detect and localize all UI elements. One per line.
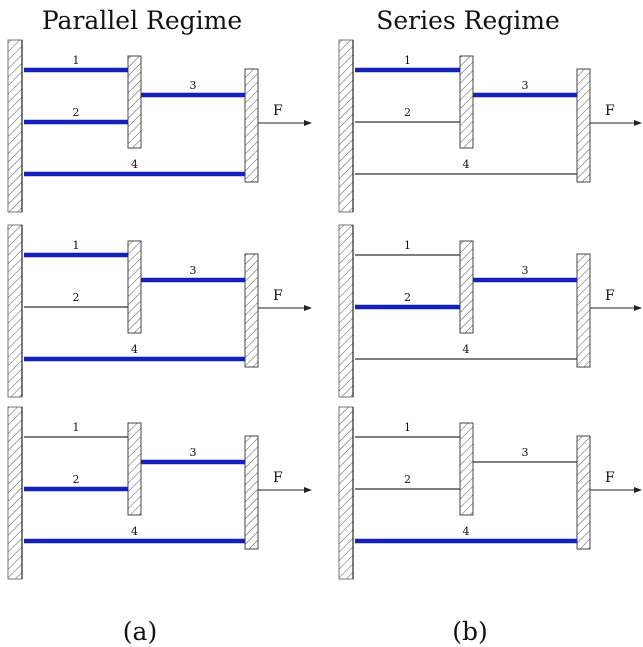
force-arrow-head (634, 305, 642, 311)
fixed-wall (338, 406, 354, 580)
fixed-wall (338, 39, 354, 213)
end-plate (244, 435, 259, 550)
bar-label-4: 4 (463, 158, 470, 171)
fixed-wall (338, 224, 354, 398)
bar-label-1: 1 (73, 239, 80, 252)
middle-plate (127, 240, 142, 334)
caption-a: (a) (123, 617, 157, 646)
panels-group: 1 2 3 4 F 1 2 3 4 F 1 2 3 4 F 1 2 3 4 F 1 2 3 4 F 1 2 3 4 F (7, 39, 642, 580)
panel-parallel-2: 1 2 3 4 F (7, 224, 312, 398)
panel-series-1: 1 2 3 4 F (338, 39, 642, 213)
series-regime-title: Series Regime (376, 6, 560, 35)
bar-label-3: 3 (522, 264, 529, 277)
bar-label-4: 4 (131, 158, 138, 171)
parallel-regime-title: Parallel Regime (42, 6, 242, 35)
fixed-wall (7, 39, 23, 213)
middle-plate (459, 422, 474, 516)
force-label: F (273, 103, 283, 119)
force-label: F (605, 103, 615, 119)
force-label: F (273, 288, 283, 304)
end-plate (244, 68, 259, 183)
end-plate (244, 253, 259, 368)
fixed-wall (7, 224, 23, 398)
bar-label-1: 1 (404, 54, 411, 67)
force-arrow-head (304, 305, 312, 311)
end-plate (576, 68, 591, 183)
panel-series-3: 1 2 3 4 F (338, 406, 642, 580)
end-plate (576, 253, 591, 368)
force-arrow-head (634, 120, 642, 126)
bar-label-2: 2 (73, 291, 80, 304)
bar-label-4: 4 (463, 525, 470, 538)
middle-plate (459, 55, 474, 149)
bar-label-2: 2 (73, 106, 80, 119)
middle-plate (459, 240, 474, 334)
force-arrow-head (304, 120, 312, 126)
bar-label-4: 4 (463, 343, 470, 356)
bar-label-2: 2 (404, 106, 411, 119)
force-arrow-head (304, 487, 312, 493)
bar-label-4: 4 (131, 343, 138, 356)
bar-label-1: 1 (404, 239, 411, 252)
bar-label-1: 1 (404, 421, 411, 434)
force-label: F (605, 470, 615, 486)
middle-plate (127, 422, 142, 516)
panel-series-2: 1 2 3 4 F (338, 224, 642, 398)
panel-parallel-3: 1 2 3 4 F (7, 406, 312, 580)
force-label: F (273, 470, 283, 486)
bar-label-2: 2 (404, 291, 411, 304)
bar-label-3: 3 (522, 446, 529, 459)
bar-label-2: 2 (404, 473, 411, 486)
fixed-wall (7, 406, 23, 580)
bar-label-3: 3 (522, 79, 529, 92)
bar-label-3: 3 (190, 264, 197, 277)
bar-label-1: 1 (73, 54, 80, 67)
end-plate (576, 435, 591, 550)
caption-b: (b) (452, 617, 488, 646)
middle-plate (127, 55, 142, 149)
force-arrow-head (634, 487, 642, 493)
panel-parallel-1: 1 2 3 4 F (7, 39, 312, 213)
bar-label-1: 1 (73, 421, 80, 434)
force-label: F (605, 288, 615, 304)
bar-label-2: 2 (73, 473, 80, 486)
bar-label-4: 4 (131, 525, 138, 538)
bar-label-3: 3 (190, 79, 197, 92)
bar-label-3: 3 (190, 446, 197, 459)
